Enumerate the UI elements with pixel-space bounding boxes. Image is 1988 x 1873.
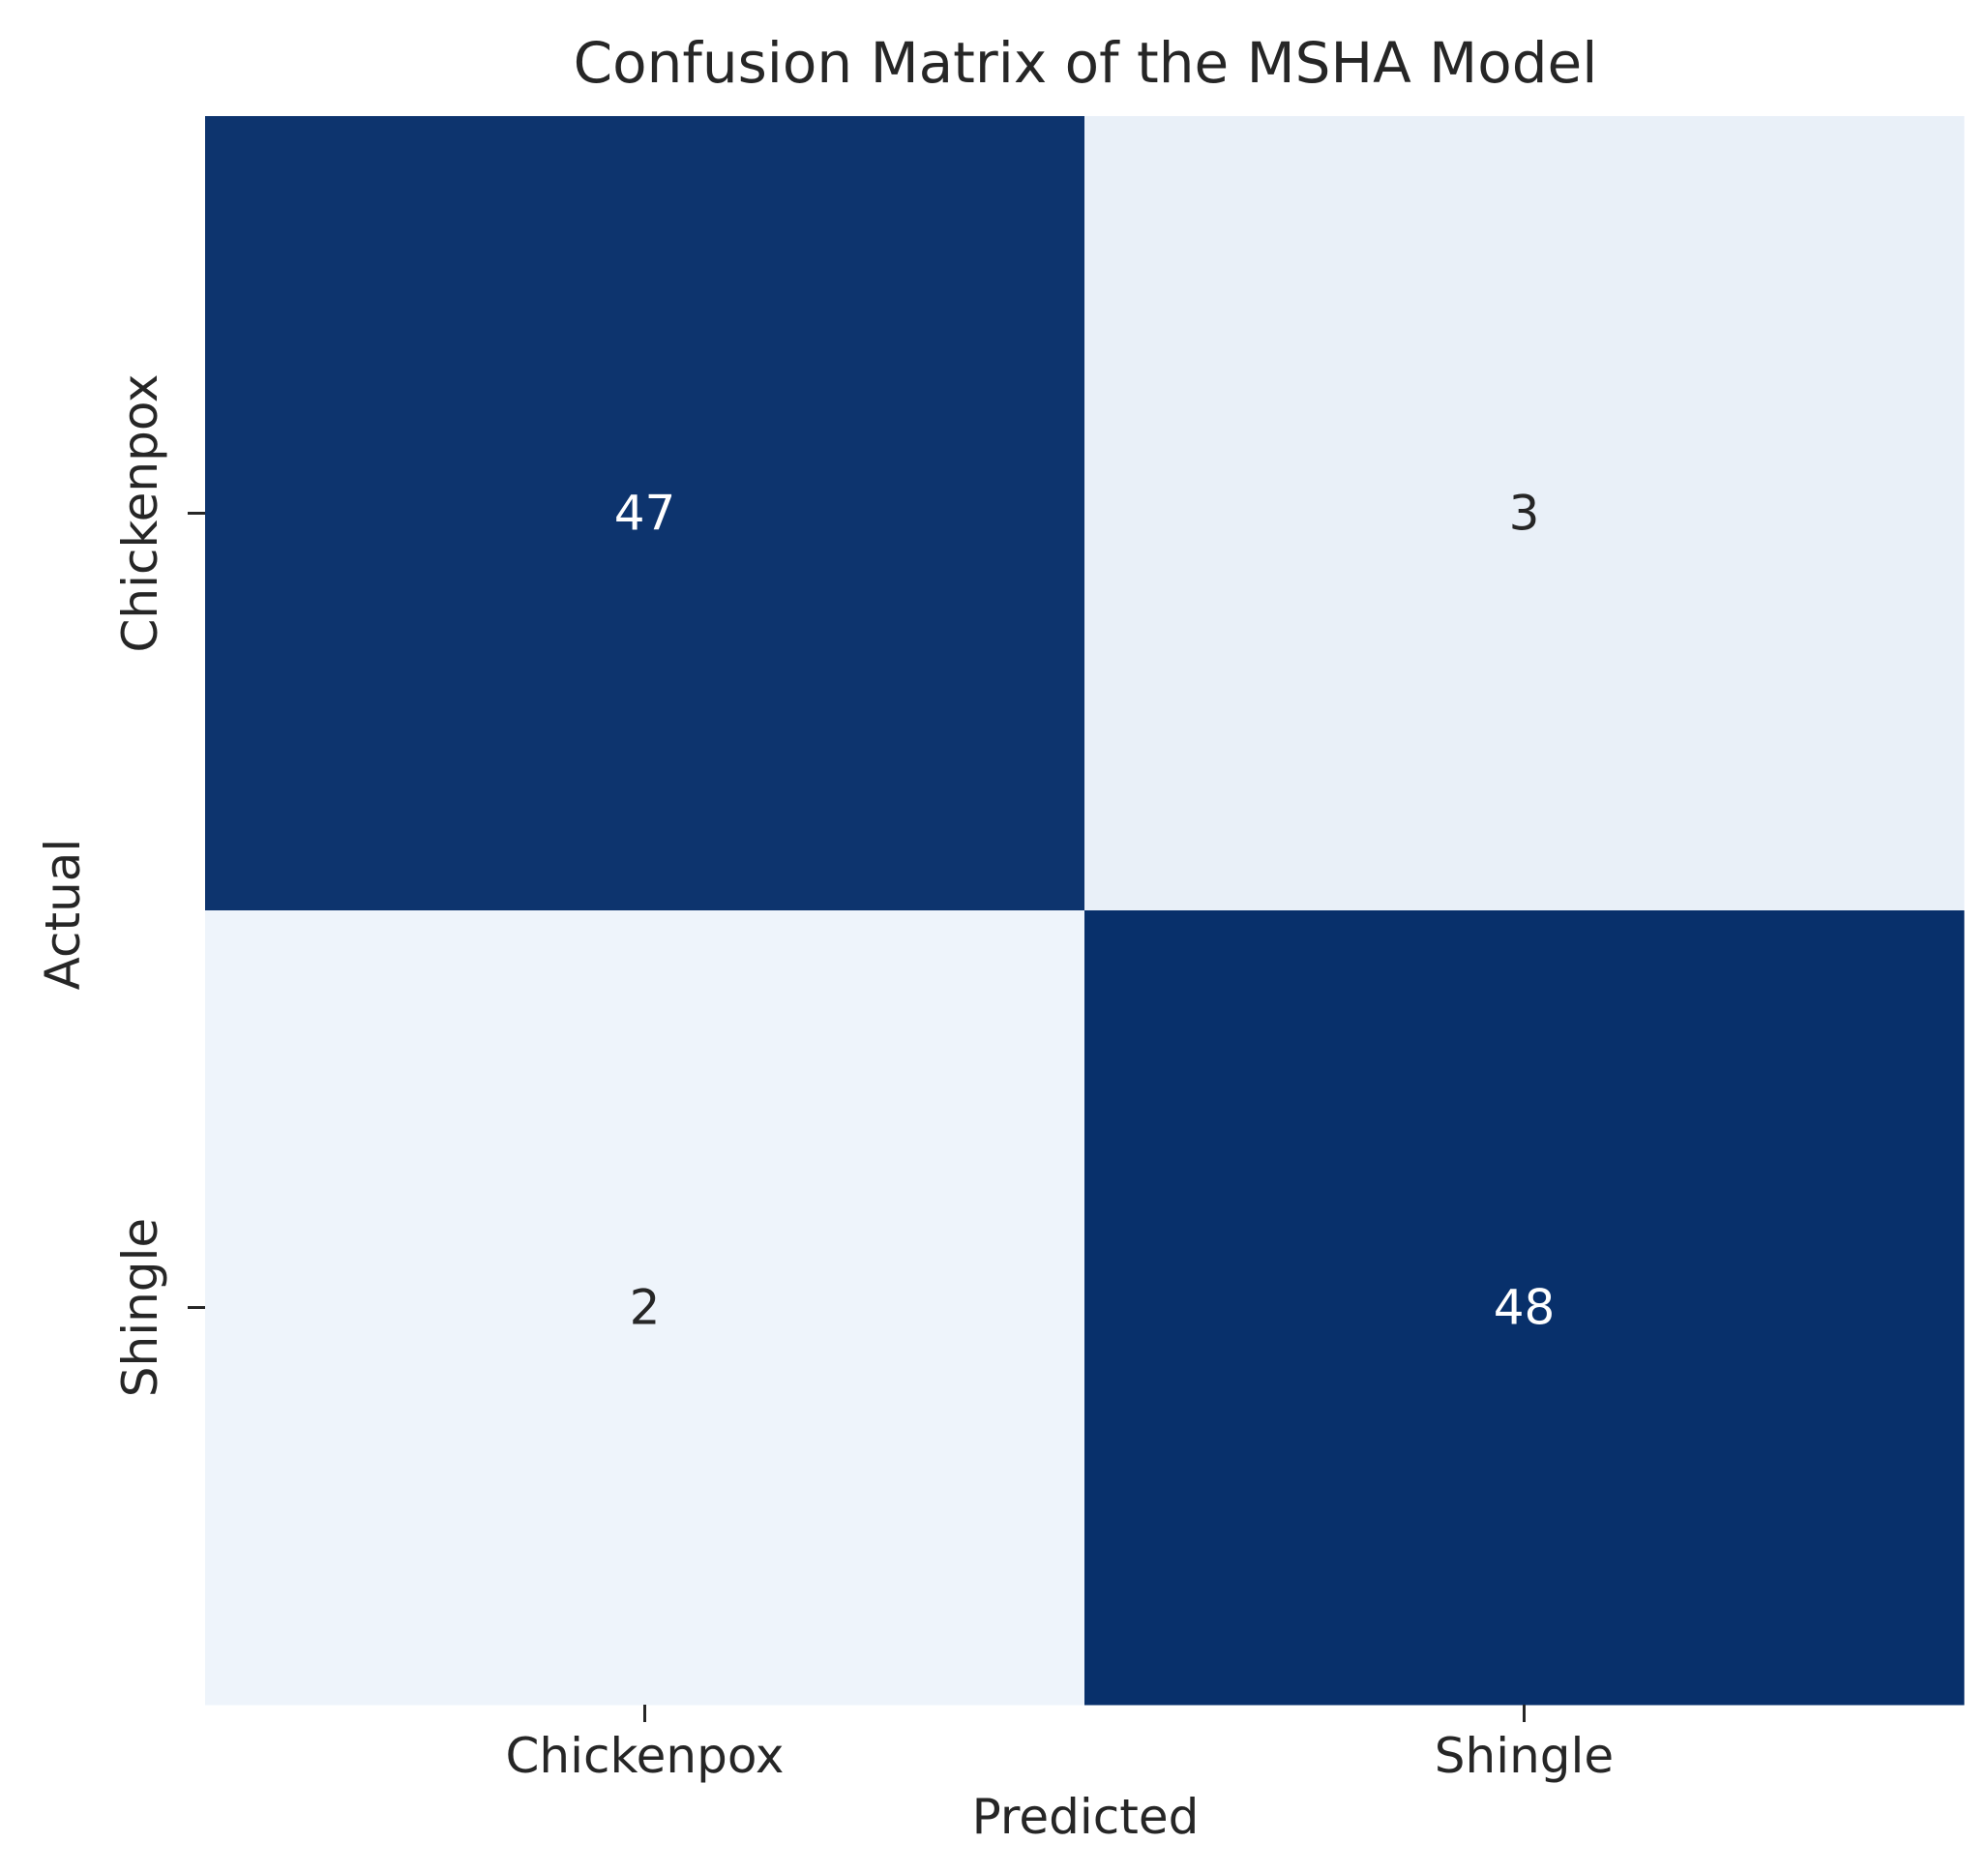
x-tick-label: Shingle <box>1435 1728 1614 1784</box>
cell-value-label: 3 <box>1509 486 1540 542</box>
chart-title: Confusion Matrix of the MSHA Model <box>574 30 1598 96</box>
y-axis-label: Actual <box>35 839 91 991</box>
x-axis-label: Predicted <box>972 1789 1200 1845</box>
y-axis: Chickenpox Shingle <box>112 374 205 1397</box>
heatmap-cells <box>205 116 1965 1706</box>
heatmap-cell <box>1084 910 1965 1706</box>
cell-value-label: 48 <box>1494 1280 1556 1336</box>
heatmap-cell <box>205 910 1085 1706</box>
heatmap-cell <box>205 116 1085 911</box>
cell-value-label: 47 <box>614 486 676 542</box>
y-tick-label: Chickenpox <box>112 374 168 653</box>
x-axis: Chickenpox Shingle <box>506 1705 1614 1784</box>
y-tick-label: Shingle <box>112 1218 168 1397</box>
cell-value-label: 2 <box>630 1280 661 1336</box>
heatmap-cell-labels: 47 3 2 48 <box>614 486 1556 1336</box>
heatmap-cell <box>1084 116 1965 911</box>
x-tick-label: Chickenpox <box>506 1728 785 1784</box>
